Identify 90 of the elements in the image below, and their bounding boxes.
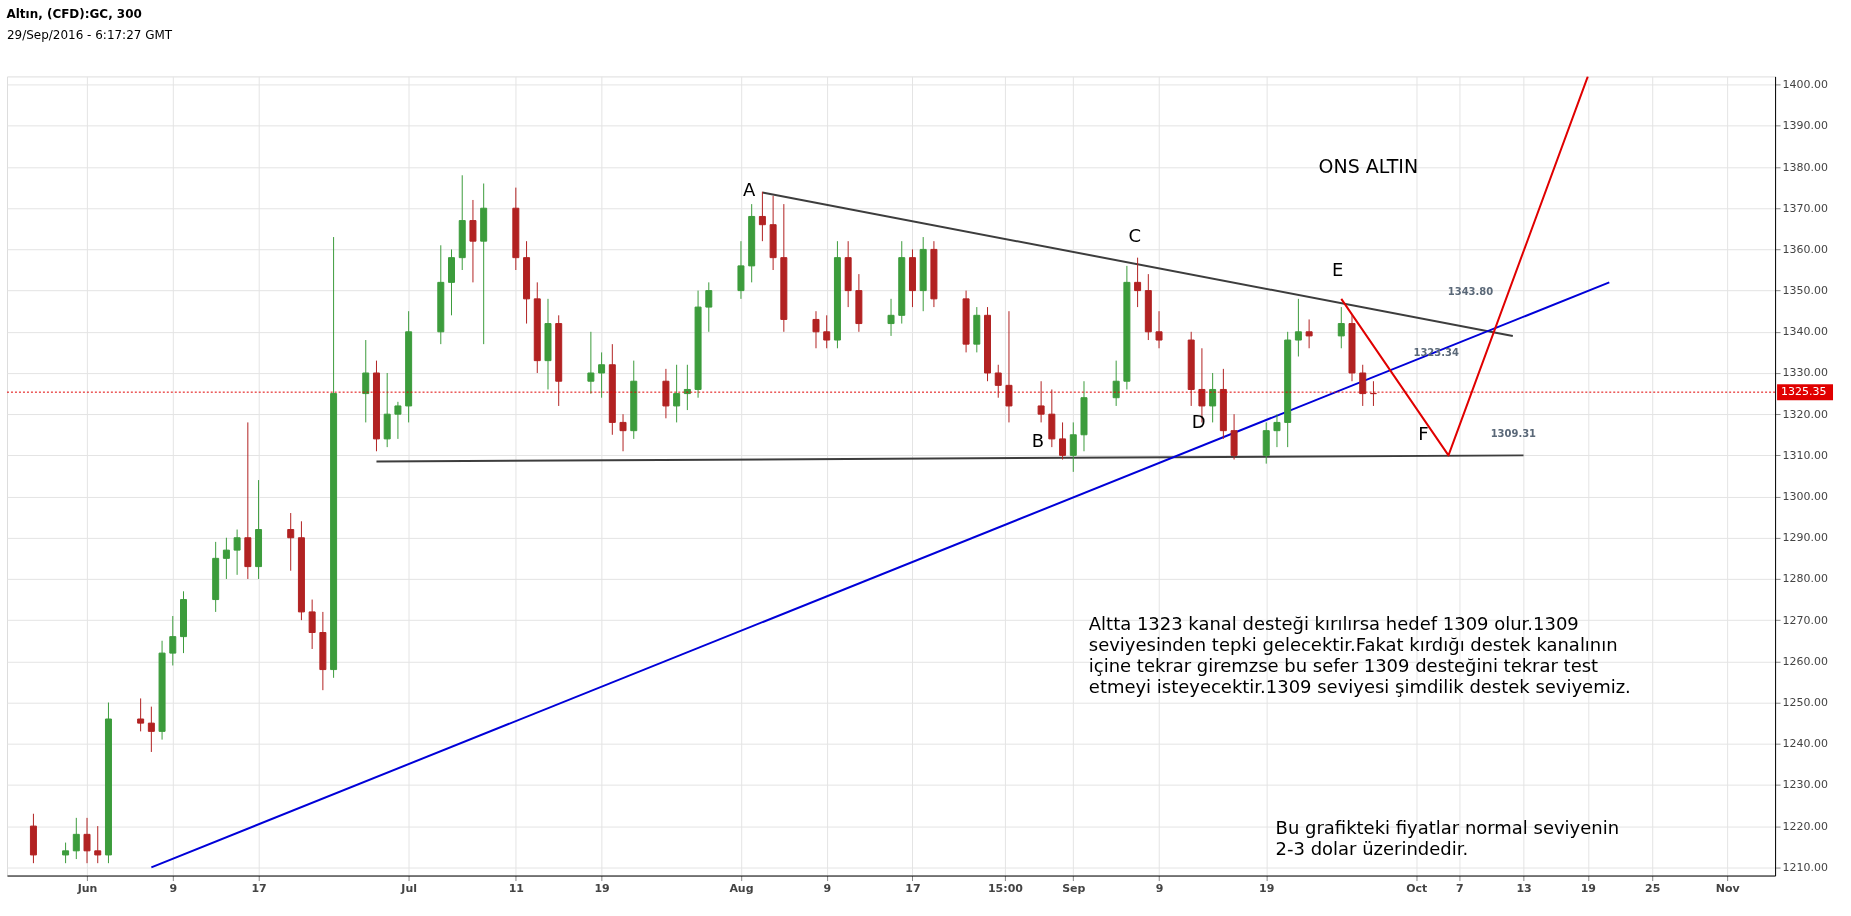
candlestick — [598, 351, 606, 399]
annotation: ONS ALTIN — [1318, 155, 1419, 178]
x-tick-label: 17 — [905, 882, 921, 896]
x-tick-label: 25 — [1645, 882, 1661, 896]
y-tick-label: 1390.00 — [1782, 119, 1828, 133]
candlestick — [1112, 360, 1120, 407]
candlestick — [147, 706, 155, 753]
x-tick-label: Nov — [1715, 882, 1740, 896]
annotation: A — [743, 179, 757, 201]
candlestick — [1005, 310, 1013, 423]
x-tick-label: 19 — [1580, 882, 1596, 896]
candlestick — [705, 281, 713, 333]
candlestick — [287, 512, 295, 572]
x-tick-label: Aug — [729, 882, 754, 896]
candlestick — [83, 817, 91, 864]
y-tick-label: 1380.00 — [1782, 160, 1828, 174]
y-tick-label: 1340.00 — [1782, 325, 1828, 339]
y-tick-label: 1210.00 — [1782, 860, 1828, 874]
candlestick — [233, 529, 241, 576]
y-tick-label: 1350.00 — [1782, 284, 1828, 298]
y-tick-label: 1370.00 — [1782, 201, 1828, 215]
candlestick — [887, 298, 895, 337]
y-tick-label: 1310.00 — [1782, 448, 1828, 462]
y-tick-label: 1240.00 — [1782, 737, 1828, 751]
candlestick — [72, 817, 80, 860]
x-tick-label: 7 — [1455, 882, 1464, 896]
candlestick — [469, 199, 477, 283]
candlestick — [169, 615, 177, 666]
x-tick-label: 19 — [594, 882, 610, 896]
y-tick-label: 1300.00 — [1782, 490, 1828, 504]
x-tick-label: 9 — [823, 882, 832, 896]
y-tick-label: 1320.00 — [1782, 407, 1828, 421]
candlestick — [308, 599, 316, 650]
y-tick-label: 1400.00 — [1782, 78, 1828, 92]
text: 29/Sep/2016 - 6:17:27 GMT — [6, 28, 173, 43]
x-tick-label: 9 — [169, 882, 178, 896]
x-tick-label: 15:00 — [987, 882, 1024, 896]
candlestick — [587, 331, 595, 395]
candlestick — [1069, 421, 1077, 473]
candlestick — [1059, 421, 1067, 460]
annotation: 1309.31 — [1490, 428, 1537, 440]
y-tick-label: 1360.00 — [1782, 242, 1828, 256]
y-tick-label: 1230.00 — [1782, 778, 1828, 792]
candlestick — [758, 191, 766, 242]
candlestick — [1134, 257, 1142, 308]
annotation: E — [1331, 259, 1344, 281]
y-tick-label: 1270.00 — [1782, 613, 1828, 627]
candlestick — [1294, 298, 1302, 358]
annotation: F — [1418, 423, 1429, 445]
candlestick — [394, 401, 402, 440]
y-tick-label: 1250.00 — [1782, 696, 1828, 710]
x-tick-label: 17 — [251, 882, 267, 896]
candlestick — [137, 697, 145, 732]
candlestick — [673, 364, 681, 423]
candlestick — [1337, 306, 1345, 349]
y-tick-label: 1220.00 — [1782, 819, 1828, 833]
candlestick — [1155, 310, 1163, 349]
annotation: 1343.80 — [1447, 286, 1494, 298]
x-tick-label: Jun — [76, 882, 98, 896]
x-tick-label: Jul — [400, 882, 417, 896]
chart-title: Altın, (CFD):GC, 300 — [6, 7, 142, 22]
candlestick — [94, 825, 102, 864]
y-tick-label: 1330.00 — [1782, 366, 1828, 380]
candlestick — [1359, 364, 1367, 407]
y-tick-label: 1290.00 — [1782, 531, 1828, 545]
candlestick — [1209, 372, 1217, 423]
candlestick — [1305, 318, 1313, 349]
annotation: Bu grafikteki fiyatlar normal seviyenin 2-3 dolar üzerindedir. — [1275, 816, 1620, 859]
candlestick — [994, 364, 1002, 399]
candlestick — [619, 413, 627, 452]
x-tick-label: 9 — [1155, 882, 1164, 896]
candlestick — [812, 310, 820, 349]
x-tick-label: 19 — [1259, 882, 1275, 896]
candlestick — [1273, 413, 1281, 448]
annotation: C — [1128, 225, 1142, 247]
ref-line-label: 1325.35 — [1781, 385, 1827, 399]
candlestick — [362, 339, 370, 423]
annotation: B — [1031, 430, 1045, 451]
candlestick — [823, 314, 831, 349]
x-tick-label: Sep — [1062, 882, 1086, 896]
candlestick — [1037, 380, 1045, 423]
y-tick-label: 1260.00 — [1782, 654, 1828, 668]
x-tick-label: 11 — [508, 882, 524, 896]
x-tick-label: Oct — [1406, 882, 1428, 896]
y-tick-label: 1280.00 — [1782, 572, 1828, 586]
annotation: D — [1191, 411, 1206, 433]
x-tick-label: 13 — [1516, 882, 1532, 896]
annotation: Altta 1323 kanal desteği kırılırsa hedef 1309 olur.1309 seviyesinden tepki gelecektir.Fakat kırdığı destek kanalının içine tekrar giremzse bu sefer 1309 desteğini tekrar test etmeyi isteyecektir.1309 seviyesi şimdilik destek seviyemiz. — [1088, 612, 1631, 697]
candlestick — [222, 537, 230, 580]
candlestick — [62, 842, 70, 864]
